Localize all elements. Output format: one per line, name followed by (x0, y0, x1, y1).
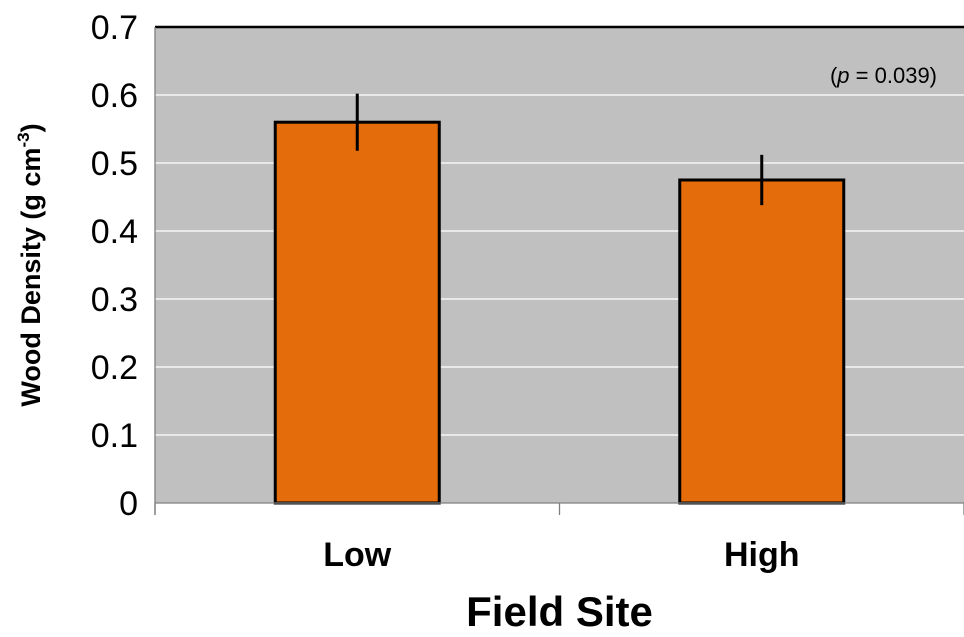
x-category-label: High (724, 536, 800, 574)
y-axis-title: Wood Density (g cm-3) (14, 123, 46, 406)
x-category-labels: Low High (323, 536, 799, 574)
y-tick-label: 0.4 (91, 213, 138, 251)
p-value-open: ( (830, 63, 838, 88)
x-axis-title: Field Site (466, 588, 653, 635)
x-category-label: Low (323, 536, 392, 574)
y-axis-title-close: ) (16, 123, 46, 132)
error-bars (355, 93, 764, 206)
y-tick-label: 0.3 (91, 281, 138, 319)
bar-high (678, 178, 846, 505)
y-tick-label: 0.5 (91, 145, 138, 183)
y-tick-label: 0.7 (91, 9, 138, 47)
p-value-symbol: p (836, 63, 849, 88)
y-tick-label: 0.2 (91, 349, 138, 387)
y-axis-title-superscript: -3 (14, 132, 33, 147)
axes (154, 27, 964, 515)
y-tick-label: 0.1 (91, 417, 138, 455)
y-axis-title-main: Wood Density (g cm (16, 148, 46, 407)
y-tick-labels: 0 0.1 0.2 0.3 0.4 0.5 0.6 0.7 (91, 9, 138, 523)
y-tick-label: 0.6 (91, 77, 138, 115)
p-value-text: = 0.039) (850, 63, 937, 88)
y-tick-label: 0 (119, 485, 138, 523)
p-value-annotation: (p = 0.039) (830, 63, 937, 88)
bar-low (273, 120, 441, 505)
